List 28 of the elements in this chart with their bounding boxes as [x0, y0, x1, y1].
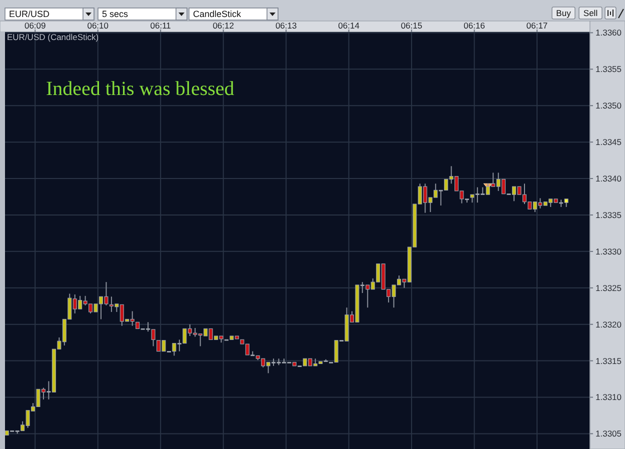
x-tick-label: 06:10 — [87, 20, 109, 30]
x-tick-label: 06:13 — [275, 20, 297, 30]
x-tick-label: 06:16 — [464, 20, 486, 30]
y-tick-label: 1.3330 — [596, 246, 622, 256]
y-tick-label: 1.3350 — [596, 100, 622, 111]
y-tick-label: 1.3355 — [596, 64, 622, 74]
x-tick-label: 06:14 — [338, 20, 360, 30]
y-tick-label: 1.3335 — [596, 210, 622, 220]
y-tick-label: 1.3325 — [596, 282, 622, 293]
y-tick-label: 1.3360 — [596, 28, 622, 38]
x-tick-label: 06:11 — [150, 20, 172, 30]
y-tick-label: 1.3340 — [596, 174, 622, 184]
x-tick-label: 06:12 — [212, 20, 234, 30]
x-tick-label: 06:15 — [400, 20, 422, 30]
chart-title: EUR/USD (CandleStick) — [7, 32, 99, 42]
button: Sell — [578, 6, 602, 20]
y-tick-label: 1.3345 — [596, 137, 622, 148]
y-tick-label: 1.3305 — [596, 428, 622, 439]
dropdown: EUR/USD — [4, 8, 94, 20]
x-tick-label: 06:09 — [24, 20, 46, 30]
y-tick-label: 1.3315 — [596, 356, 622, 366]
dropdown: CandleStick — [188, 8, 278, 20]
dropdown: 5 secs — [98, 8, 188, 20]
button: Buy — [552, 6, 576, 20]
annotation: Indeed this was blessed — [46, 78, 234, 100]
x-tick-label: 06:17 — [526, 20, 548, 30]
y-tick-label: 1.3310 — [596, 392, 622, 402]
y-tick-label: 1.3320 — [596, 319, 622, 330]
